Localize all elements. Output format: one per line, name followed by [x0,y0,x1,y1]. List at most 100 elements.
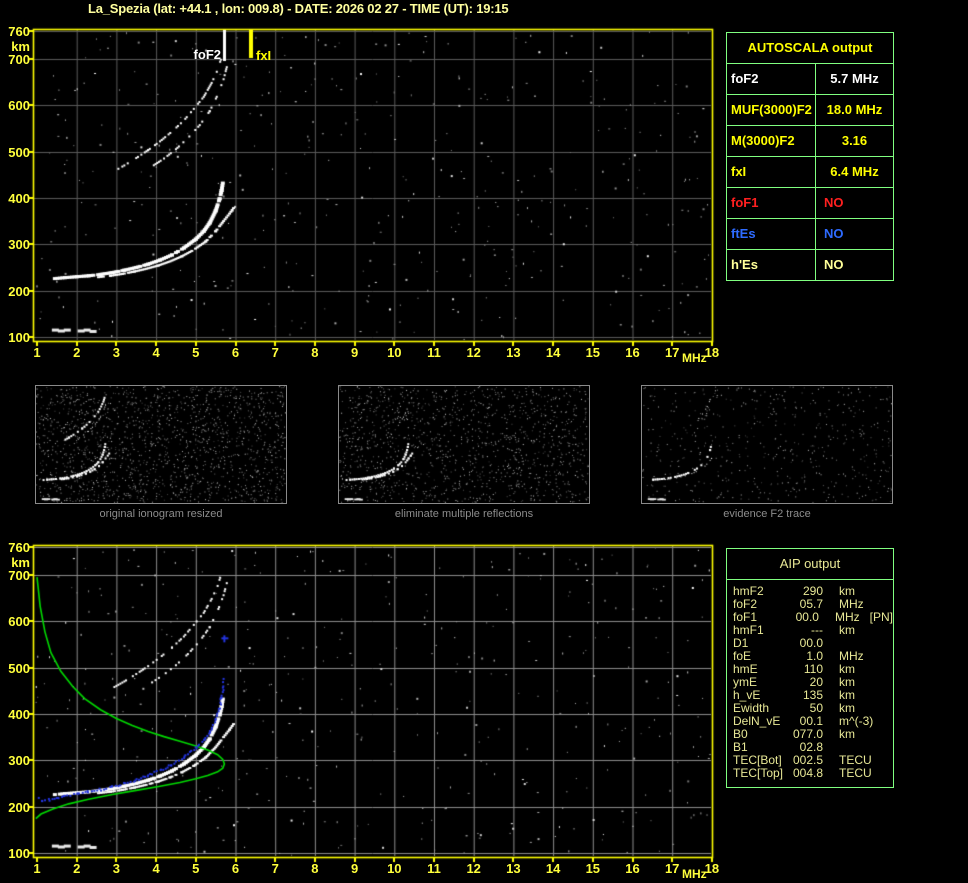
x-tick-label: 1 [33,861,41,876]
x-tick-label: 18 [704,861,720,876]
aip-value-cell: --- [811,623,823,637]
aip-unit-cell: MHz [839,597,864,611]
aip-row: hmF2 290 km [727,585,893,598]
aip-value-cell: 110 [803,662,823,676]
aip-param-cell: hmE [733,662,758,676]
aip-output-table: AIP output hmF2 290 km foF2 05.7 MHz foF1 00.0 M… [726,548,894,788]
aip-param-cell: ymE [733,675,757,689]
y-tick-label: 200 [8,799,30,815]
aip-extra-cell [855,689,865,702]
y-tick-label: 600 [8,98,30,114]
aip-row: foF1 00.0 MHz [PN] [727,611,893,624]
param-cell: foF1 [727,188,816,218]
x-tick-label: 2 [73,345,81,360]
panel-evidence-f2-trace [641,385,893,504]
y-tick-label: 500 [8,660,30,676]
x-tick-label: 13 [506,345,521,360]
aip-value-cell: 05.7 [799,597,823,611]
y-tick-label: 600 [8,614,30,630]
aip-extra-cell: [PN] [869,610,893,624]
value-cell: NO [824,257,844,272]
x-tick-label: 18 [704,345,720,360]
x-tick-label: 12 [466,345,481,360]
value-cell: 5.7 MHz [830,71,879,86]
aip-value-cell: 00.0 [799,636,823,650]
aip-value-cell: 135 [802,688,823,702]
aip-extra-cell [864,650,874,663]
aip-unit-cell: km [839,623,855,637]
param-cell: ftEs [727,219,816,249]
aip-unit-cell: MHz [834,610,860,624]
aip-unit-cell: km [839,584,855,598]
y-axis-unit-label: km [11,555,30,570]
aip-param-cell: foF1 [733,610,758,624]
aip-value-cell: 004.8 [792,766,823,780]
x-tick-label: 8 [311,345,319,360]
y-tick-label: 700 [8,567,30,583]
x-tick-label: 16 [625,345,640,360]
aip-row: h_vE 135 km [727,689,893,702]
x-tick-label: 4 [152,861,160,876]
panel-caption: eliminate multiple reflections [394,508,534,520]
autoscala-row: foF2 5.7 MHz [727,64,893,95]
autoscala-row: h'Es NO [727,250,893,280]
x-tick-label: 6 [231,861,240,876]
aip-param-cell: D1 [733,636,749,650]
aip-unit-cell: km [839,688,855,702]
aip-param-cell: TEC[Bot] [733,753,782,767]
aip-param-cell: h_vE [733,688,761,702]
x-tick-label: 16 [625,861,640,876]
aip-extra-cell [873,715,883,728]
y-tick-label: 300 [8,237,30,253]
param-cell: M(3000)F2 [727,126,816,156]
autoscala-row: fxI 6.4 MHz [727,157,893,188]
aip-param-cell: DelN_vE [733,714,781,728]
aip-param-cell: hmF2 [733,584,764,598]
autoscala-row: ftEs NO [727,219,893,250]
x-tick-label: 12 [466,861,481,876]
x-tick-label: 11 [427,345,441,360]
aip-value-cell: 002.5 [792,753,823,767]
x-tick-label: 14 [545,345,561,360]
aip-unit-cell: km [839,727,855,741]
aip-unit-cell: km [839,675,855,689]
aip-extra-cell [872,767,882,780]
y-tick-label: 760 [8,540,30,555]
y-tick-label: 100 [8,846,30,861]
aip-param-cell: B0 [733,727,748,741]
aip-value-cell: 00.0 [795,610,819,624]
aip-param-cell: foF2 [733,597,758,611]
window-title: La_Spezia (lat: +44.1 , lon: 009.8) - DA… [88,1,509,16]
x-tick-label: 1 [33,345,41,360]
param-cell: fxI [727,157,816,187]
value-cell: NO [824,226,844,241]
autoscala-row: M(3000)F2 3.16 [727,126,893,157]
x-tick-label: 2 [73,861,81,876]
y-axis-unit-label: km [11,39,30,54]
aip-extra-cell [872,754,882,767]
y-tick-label: 760 [8,24,30,39]
fxi-marker-label: fxI [256,48,272,63]
x-tick-label: 8 [311,861,319,876]
x-tick-label: 11 [427,861,441,876]
x-tick-label: 14 [545,861,561,876]
aip-row: D1 00.0 [727,637,893,650]
y-tick-label: 700 [8,51,30,67]
autoscala-row: foF1 NO [727,188,893,219]
top-ionogram-plot [25,25,715,351]
y-tick-label: 400 [8,706,30,722]
aip-param-cell: foE [733,649,752,663]
aip-unit-cell [823,637,839,650]
aip-value-cell: 1.0 [806,649,823,663]
autoscala-header: AUTOSCALA output [727,33,893,64]
x-tick-label: 5 [192,861,200,876]
y-tick-label: 200 [8,283,30,299]
aip-unit-cell: MHz [839,649,864,663]
aip-value-cell: 290 [802,584,823,598]
param-cell: MUF(3000)F2 [727,95,816,125]
x-tick-label: 7 [271,861,279,876]
aip-row: B1 02.8 [727,741,893,754]
x-tick-label: 10 [387,345,402,360]
aip-row: B0 077.0 km [727,728,893,741]
aip-unit-cell: km [839,662,855,676]
